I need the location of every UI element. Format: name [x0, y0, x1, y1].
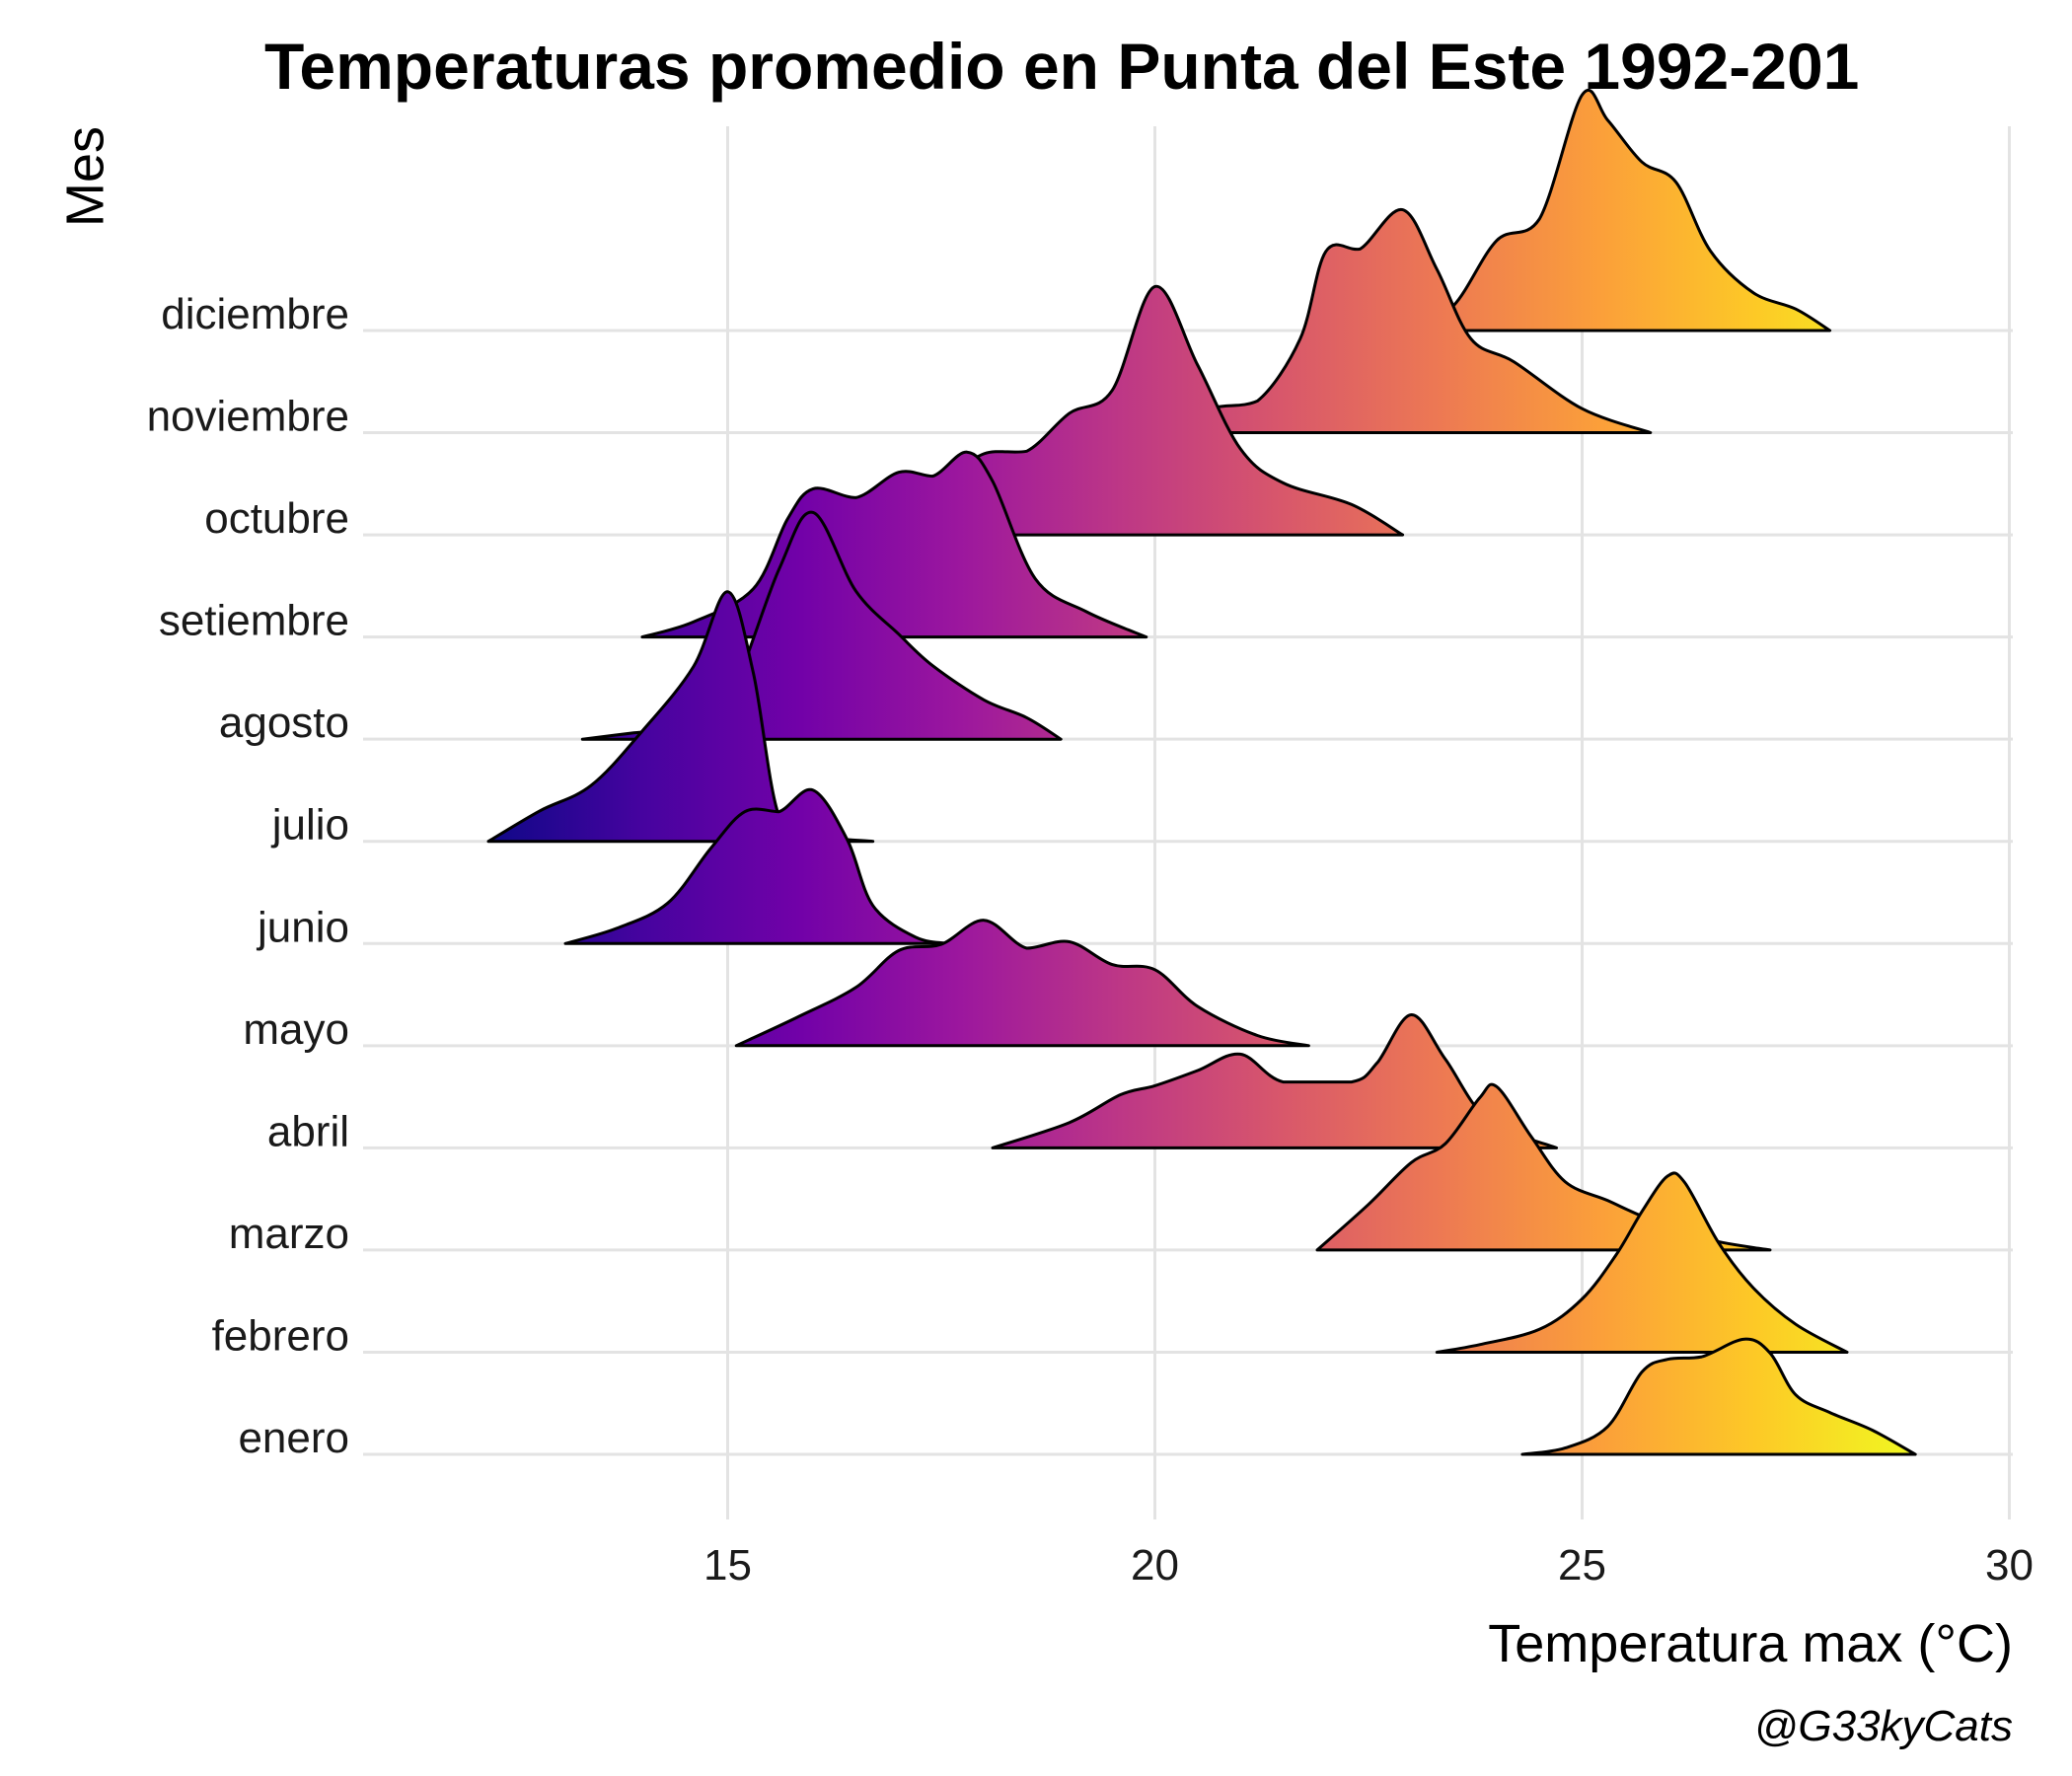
ridge-diciembre — [1409, 88, 1832, 333]
ridge-junio — [563, 787, 952, 945]
x-tick-label-30: 30 — [1985, 1541, 2034, 1590]
ridges — [486, 88, 1917, 1456]
ridge-abril — [991, 1013, 1558, 1149]
category-labels: enero febrero marzo abril mayo junio julio agos… — [147, 290, 349, 1462]
category-label-noviembre: noviembre — [147, 393, 349, 441]
category-label-febrero: febrero — [212, 1311, 349, 1360]
x-tick-label-25: 25 — [1558, 1541, 1606, 1590]
category-label-julio: julio — [270, 801, 349, 850]
y-axis-title: Mes — [55, 126, 114, 227]
ridge-febrero — [1435, 1171, 1849, 1354]
x-tick-labels: 15 20 25 30 — [703, 1541, 2034, 1590]
category-label-diciembre: diciembre — [161, 290, 349, 338]
x-tick-label-20: 20 — [1131, 1541, 1179, 1590]
ridge-enero — [1520, 1337, 1917, 1456]
category-label-setiembre: setiembre — [159, 597, 349, 645]
category-label-octubre: octubre — [204, 494, 349, 543]
category-label-abril: abril — [267, 1107, 349, 1155]
category-label-mayo: mayo — [243, 1005, 349, 1054]
category-label-agosto: agosto — [219, 699, 349, 747]
chart-caption: @G33kyCats — [1754, 1702, 2013, 1750]
category-label-junio: junio — [256, 903, 349, 951]
ridge-mayo — [734, 919, 1310, 1048]
chart-title: Temperaturas promedio en Punta del Este … — [264, 30, 1859, 103]
x-tick-label-15: 15 — [703, 1541, 752, 1590]
category-label-marzo: marzo — [229, 1210, 349, 1258]
category-label-enero: enero — [238, 1414, 349, 1462]
x-axis-title: Temperatura max (°C) — [1488, 1614, 2013, 1673]
ridge-setiembre — [640, 450, 1148, 639]
